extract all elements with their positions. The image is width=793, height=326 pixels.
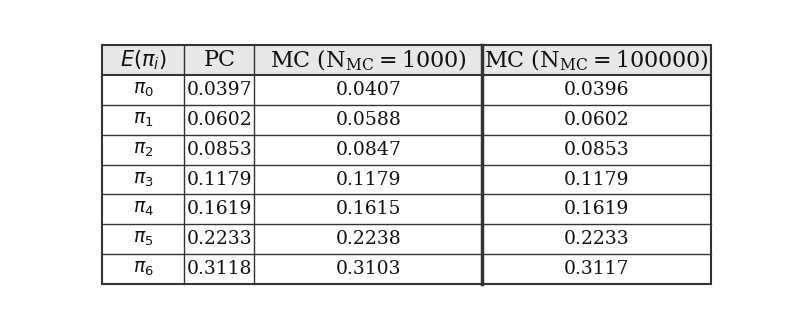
Text: 0.0397: 0.0397 (186, 81, 252, 99)
Text: 0.0602: 0.0602 (186, 111, 252, 129)
Text: 0.1619: 0.1619 (564, 200, 629, 218)
Bar (102, 165, 711, 194)
Text: $E(\pi_i)$: $E(\pi_i)$ (120, 49, 167, 72)
Text: $\pi_3$: $\pi_3$ (133, 170, 154, 189)
Bar (102, 194, 711, 224)
Bar (102, 254, 711, 284)
Text: MC $\mathregular{(N_{MC} = 1000)}$: MC $\mathregular{(N_{MC} = 1000)}$ (270, 48, 467, 73)
Text: $\pi_6$: $\pi_6$ (133, 260, 154, 278)
Text: 0.1179: 0.1179 (564, 170, 630, 188)
Bar (102, 224, 711, 254)
Text: 0.1615: 0.1615 (335, 200, 401, 218)
Text: 0.0847: 0.0847 (335, 141, 401, 159)
Bar (102, 75, 711, 105)
Bar (102, 105, 711, 135)
Text: $\pi_0$: $\pi_0$ (133, 81, 154, 99)
Text: $\pi_1$: $\pi_1$ (133, 111, 154, 129)
Text: $\pi_5$: $\pi_5$ (133, 230, 154, 248)
Text: 0.0602: 0.0602 (564, 111, 630, 129)
Text: 0.0853: 0.0853 (564, 141, 630, 159)
Text: $\pi_4$: $\pi_4$ (132, 200, 154, 218)
Text: PC: PC (203, 49, 236, 71)
Text: 0.1179: 0.1179 (186, 170, 252, 188)
Text: 0.2233: 0.2233 (564, 230, 630, 248)
Bar (102, 45, 711, 75)
Text: 0.2238: 0.2238 (335, 230, 401, 248)
Text: 0.3103: 0.3103 (335, 260, 401, 278)
Text: MC $\mathregular{(N_{MC} = 100000)}$: MC $\mathregular{(N_{MC} = 100000)}$ (484, 48, 709, 73)
Bar (102, 135, 711, 165)
Text: 0.3118: 0.3118 (186, 260, 252, 278)
Text: 0.1179: 0.1179 (335, 170, 401, 188)
Text: 0.0853: 0.0853 (186, 141, 252, 159)
Text: 0.0396: 0.0396 (564, 81, 630, 99)
Text: $\pi_2$: $\pi_2$ (133, 141, 154, 159)
Text: 0.0588: 0.0588 (335, 111, 401, 129)
Text: 0.0407: 0.0407 (335, 81, 401, 99)
Text: 0.2233: 0.2233 (186, 230, 252, 248)
Text: 0.3117: 0.3117 (564, 260, 630, 278)
Text: 0.1619: 0.1619 (186, 200, 252, 218)
